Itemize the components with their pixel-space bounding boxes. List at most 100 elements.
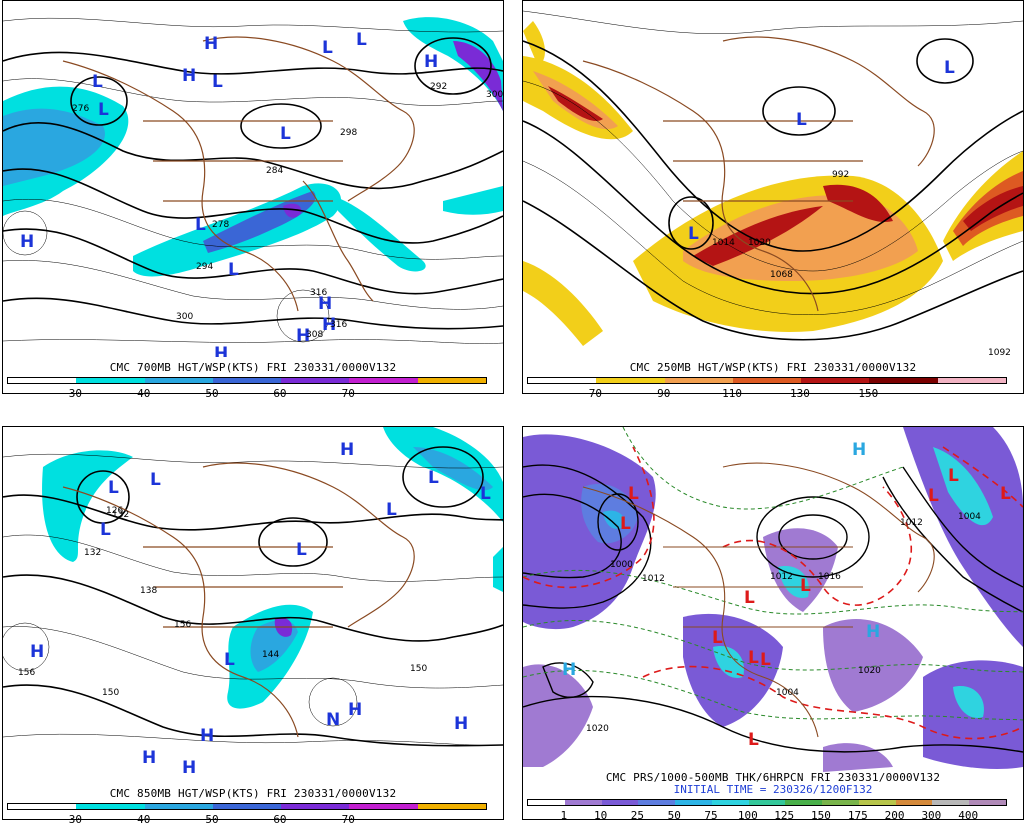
high-pressure-center: H: [340, 440, 355, 460]
colorbar-700mb: [7, 377, 487, 384]
contour-label: 1020: [858, 666, 881, 676]
colorbar-ticks-250mb: 70 90 110 130 150: [527, 387, 1005, 400]
colorbar-850mb: [7, 803, 487, 810]
caption-700mb: CMC 700MB HGT/WSP(KTS) FRI 230331/0000V1…: [109, 361, 397, 374]
high-pressure-center: H: [200, 726, 215, 746]
contour-label: 276: [72, 104, 90, 114]
colorbar-ticks-700mb: 30 40 50 60 70: [7, 387, 485, 400]
contour-label: 156: [18, 668, 36, 678]
contour-label: 284: [266, 166, 284, 176]
low-pressure-center: L: [1000, 484, 1011, 504]
contour-label: 308: [306, 330, 324, 340]
low-pressure-center: L: [224, 650, 235, 670]
tick-label: 30: [68, 813, 82, 826]
low-pressure-center: L: [760, 650, 771, 670]
contour-label: 1068: [770, 270, 793, 280]
high-pressure-center: H: [852, 440, 867, 460]
tick-label: 150: [858, 387, 879, 400]
high-pressure-center: H: [30, 642, 45, 662]
contour-label: 298: [340, 128, 358, 138]
high-pressure-center: H: [424, 52, 439, 72]
tick-label: 50: [205, 813, 219, 826]
contour-label: 1004: [776, 688, 799, 698]
tick-label: 70: [341, 813, 355, 826]
contour-label: 150: [410, 664, 428, 674]
low-pressure-center: L: [628, 484, 639, 504]
map-250mb: L L L 992 1014 1020 1068 1092: [523, 1, 1023, 357]
contour-label: 1012: [770, 572, 793, 582]
tick-label: 130: [790, 387, 810, 400]
tick-label: 150: [811, 809, 831, 822]
colorbar-250mb: [527, 377, 1007, 384]
low-pressure-center: L: [212, 72, 223, 92]
colorbar-precip: [527, 799, 1007, 806]
high-pressure-center: H: [322, 315, 337, 335]
tick-label: 60: [273, 813, 287, 826]
low-pressure-center: L: [744, 588, 755, 608]
low-pressure-center: L: [712, 628, 723, 648]
tick-label: 70: [341, 387, 355, 400]
high-pressure-center: H: [204, 34, 219, 54]
tick-label: 110: [722, 387, 742, 400]
contour-label: 1016: [818, 572, 841, 582]
low-pressure-center: L: [228, 260, 239, 280]
panel-pressure-thickness-precip: L L L L L L L L H H H L L L 1000 1012 1004 1012 1020 1004 10…: [522, 426, 1024, 822]
low-pressure-center: L: [280, 124, 291, 144]
contour-label: 1092: [988, 348, 1011, 357]
tick-label: 40: [137, 813, 151, 826]
low-pressure-center: L: [150, 470, 161, 490]
contour-label: 1004: [958, 512, 981, 522]
tick-label: 100: [737, 809, 758, 822]
low-pressure-center: L: [195, 215, 206, 235]
tick-label: 90: [657, 387, 671, 400]
caption-850mb: CMC 850MB HGT/WSP(KTS) FRI 230331/0000V1…: [109, 787, 397, 800]
low-pressure-center: L: [108, 478, 119, 498]
tick-label: 50: [205, 387, 219, 400]
contour-label: 300: [486, 90, 503, 100]
tick-label: 40: [137, 387, 151, 400]
contour-label: 294: [196, 262, 214, 272]
high-pressure-center: H: [866, 622, 881, 642]
contour-label: 156: [174, 620, 192, 630]
tick-label: 400: [958, 809, 979, 822]
contour-label: 316: [330, 320, 348, 330]
low-pressure-center: L: [796, 110, 807, 130]
high-pressure-center: H: [562, 660, 577, 680]
pressure-center: N: [326, 710, 341, 730]
caption-prs-thk-pcn: CMC PRS/1000-500MB THK/6HRPCN FRI 230331…: [605, 771, 941, 784]
contour-label: 300: [176, 312, 194, 322]
low-pressure-center: L: [480, 484, 491, 504]
contour-label: 1020: [748, 238, 771, 248]
low-pressure-center: L: [356, 30, 367, 50]
tick-label: 200: [884, 809, 905, 822]
panel-700mb: H L H L L L L L H L L H H H H H 276 292 298 284 278 294 300 316…: [2, 0, 504, 400]
contour-label: 1000: [610, 560, 633, 570]
tick-label: 300: [921, 809, 942, 822]
contour-label: 1020: [586, 724, 609, 734]
high-pressure-center: H: [20, 232, 35, 252]
panel-850mb: H L L L L L L L H L H N H H H H 126 132 138 132 156 150 144 156…: [2, 426, 504, 826]
map-pressure-thickness-precip: L L L L L L L L H H H L L L 1000 1012 1004 1012 1020 1004 10…: [523, 427, 1023, 783]
tick-label: 1: [560, 809, 568, 822]
map-700mb: H L H L L L L L H L L H H H H H 276 292 298 284 278 294 300 316…: [3, 1, 503, 357]
tick-label: 70: [588, 387, 602, 400]
low-pressure-center: L: [948, 466, 959, 486]
low-pressure-center: L: [928, 486, 939, 506]
tick-label: 125: [774, 809, 795, 822]
low-pressure-center: L: [98, 100, 109, 120]
high-pressure-center: H: [454, 714, 469, 734]
low-pressure-center: L: [688, 224, 699, 244]
caption-initial-time: INITIAL TIME = 230326/1200F132: [673, 783, 873, 796]
high-pressure-center: H: [182, 758, 197, 778]
low-pressure-center: L: [322, 38, 333, 58]
low-pressure-center: L: [944, 58, 955, 78]
high-pressure-center: H: [318, 294, 333, 314]
contour-label: 278: [212, 220, 230, 230]
contour-label: 126: [106, 506, 124, 516]
contour-label: 132: [112, 510, 130, 520]
high-pressure-center: H: [296, 326, 311, 346]
tick-label: 75: [704, 809, 718, 822]
contour-label: 1012: [900, 518, 923, 528]
low-pressure-center: L: [620, 514, 631, 534]
map-850mb: H L L L L L L L H L H N H H H H 126 132 138 132 156 150 144 156…: [3, 427, 503, 783]
